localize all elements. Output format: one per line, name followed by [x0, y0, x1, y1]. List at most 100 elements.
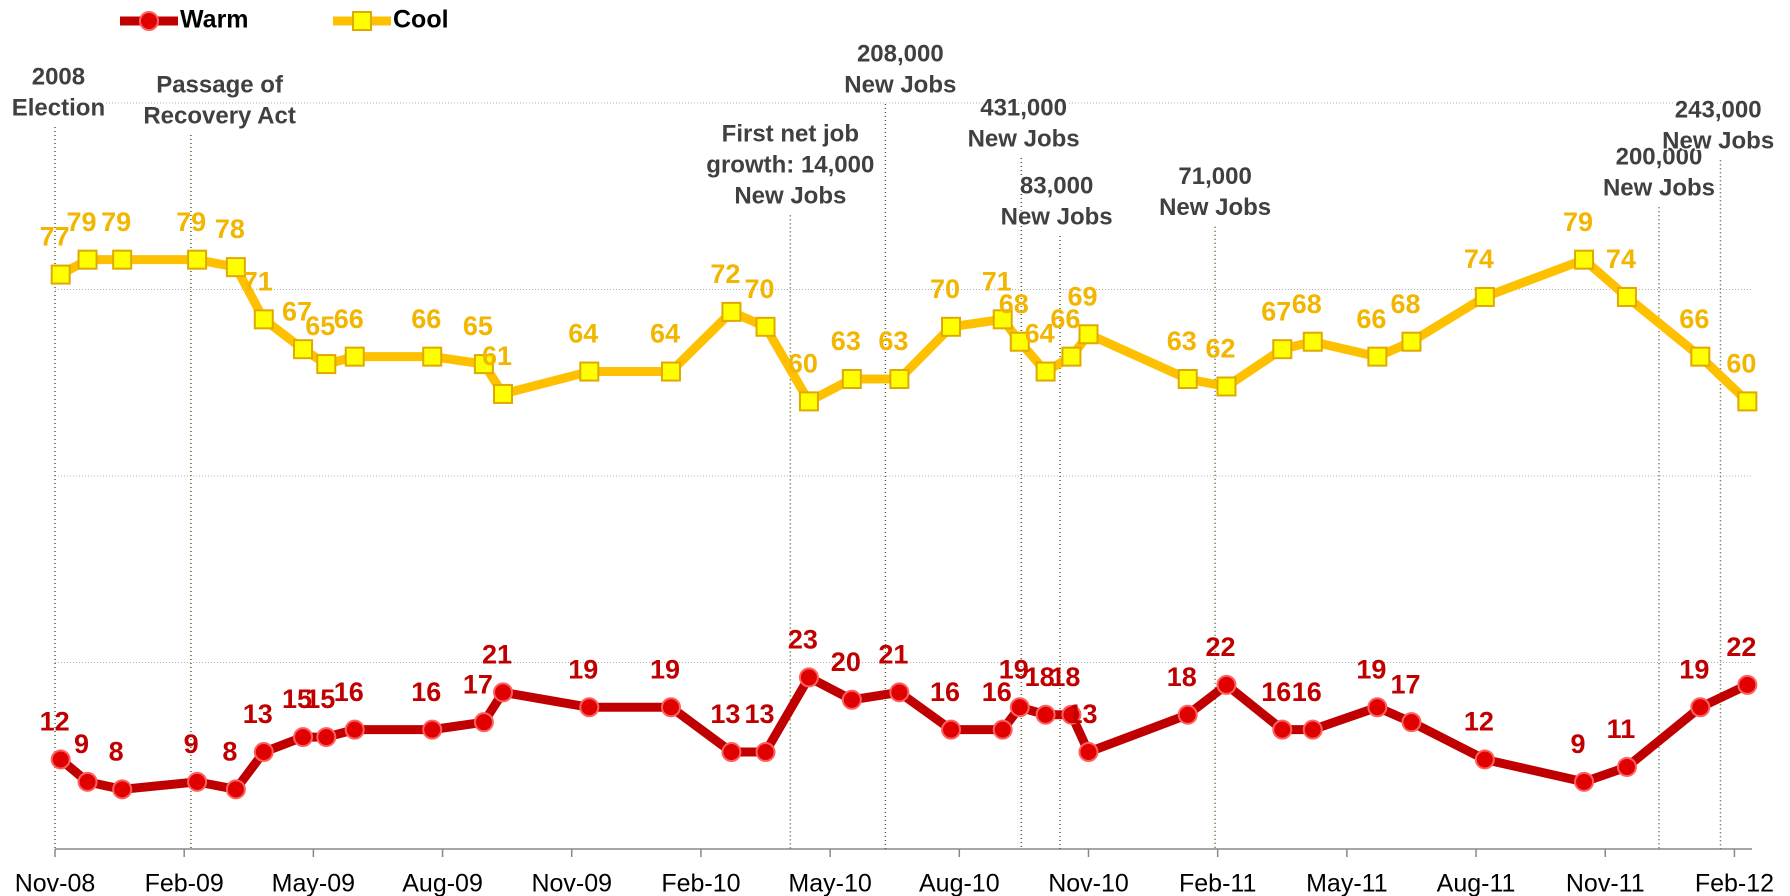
data-label: 11 [1607, 714, 1636, 744]
marker [579, 697, 600, 718]
marker [1474, 749, 1495, 770]
annotation-text: Election [12, 94, 105, 121]
data-label: 12 [1464, 707, 1494, 737]
marker [721, 301, 742, 322]
data-label: 64 [568, 319, 598, 349]
marker [992, 309, 1013, 330]
data-label: 15 [305, 684, 335, 714]
data-label: 62 [1205, 334, 1235, 364]
data-label: 66 [1050, 304, 1080, 334]
data-label: 22 [1726, 632, 1756, 662]
marker [1690, 346, 1711, 367]
data-label: 63 [878, 326, 908, 356]
marker [1009, 331, 1030, 352]
x-tick-label: Feb-11 [1179, 870, 1256, 896]
data-label: 60 [1726, 349, 1756, 379]
marker [344, 719, 365, 740]
marker [344, 346, 365, 367]
data-label: 74 [1606, 244, 1636, 274]
annotation-text: New Jobs [844, 71, 956, 98]
marker [1272, 719, 1293, 740]
marker [1009, 697, 1030, 718]
annotation-text: First net job [722, 121, 859, 148]
marker [225, 779, 246, 800]
marker [493, 682, 514, 703]
data-label: 18 [1167, 662, 1197, 692]
marker [112, 249, 133, 270]
data-label: 18 [1050, 662, 1080, 692]
marker [941, 316, 962, 337]
marker [1035, 704, 1056, 725]
data-label: 8 [222, 736, 237, 766]
data-label: 68 [999, 289, 1029, 319]
marker [1616, 286, 1637, 307]
data-label: 16 [334, 677, 364, 707]
data-label: 71 [243, 266, 273, 296]
legend-marker [352, 11, 372, 31]
marker [1061, 704, 1082, 725]
data-label: 67 [282, 296, 312, 326]
data-label: 16 [1261, 677, 1291, 707]
marker [112, 779, 133, 800]
annotation-text: 200,000 [1616, 144, 1703, 171]
data-label: 69 [1067, 281, 1097, 311]
marker [1401, 712, 1422, 733]
marker [187, 771, 208, 792]
x-tick-label: Feb-10 [661, 870, 740, 896]
data-label: 68 [1292, 289, 1322, 319]
marker [992, 719, 1013, 740]
data-label: 9 [184, 729, 199, 759]
annotation-text: 2008 [32, 63, 85, 90]
legend-label: Cool [393, 6, 449, 34]
data-label: 67 [1261, 296, 1291, 326]
data-label: 65 [463, 311, 493, 341]
data-label: 79 [1563, 207, 1593, 237]
data-label: 13 [710, 699, 740, 729]
x-tick-label: Nov-09 [531, 870, 612, 896]
x-tick-label: Nov-11 [1566, 870, 1645, 896]
marker [187, 249, 208, 270]
data-label: 79 [176, 207, 206, 237]
data-label: 66 [1679, 304, 1709, 334]
data-label: 19 [568, 654, 598, 684]
data-label: 63 [831, 326, 861, 356]
marker [225, 257, 246, 278]
x-tick-label: Nov-08 [15, 870, 96, 896]
x-tick-label: Nov-10 [1048, 870, 1129, 896]
data-label: 13 [745, 699, 775, 729]
data-label: 71 [982, 266, 1012, 296]
marker [473, 712, 494, 733]
marker [1078, 742, 1099, 763]
data-label: 19 [650, 654, 680, 684]
data-label: 9 [1571, 729, 1586, 759]
data-label: 13 [243, 699, 273, 729]
data-label: 16 [930, 677, 960, 707]
data-label: 19 [1679, 654, 1709, 684]
marker [77, 249, 98, 270]
marker [1216, 674, 1237, 695]
annotation-text: New Jobs [734, 183, 846, 210]
annotation-text: Passage of [156, 71, 284, 98]
marker [798, 667, 819, 688]
marker [293, 727, 314, 748]
data-label: 70 [745, 274, 775, 304]
marker [1061, 346, 1082, 367]
data-label: 16 [982, 677, 1012, 707]
marker [889, 682, 910, 703]
marker [316, 727, 337, 748]
marker [77, 771, 98, 792]
marker [422, 719, 443, 740]
legend-marker [139, 11, 159, 31]
marker [473, 354, 494, 375]
x-tick-label: Feb-09 [145, 870, 224, 896]
x-tick-label: May-10 [788, 870, 871, 896]
data-label: 16 [1292, 677, 1322, 707]
marker [1737, 674, 1758, 695]
annotation-text: 83,000 [1020, 172, 1093, 199]
marker [660, 361, 681, 382]
annotation-text: 243,000 [1675, 97, 1762, 124]
marker [50, 264, 71, 285]
marker [660, 697, 681, 718]
marker [1401, 331, 1422, 352]
